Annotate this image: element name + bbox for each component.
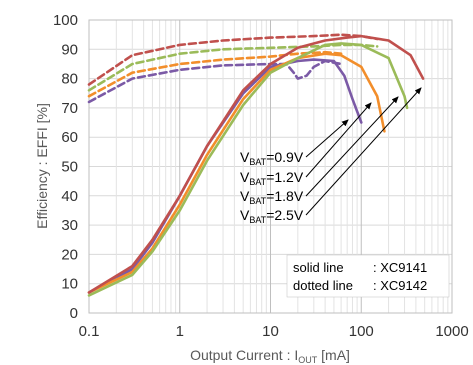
x-axis-title: Output Current : IOUT [mA] [190, 347, 350, 365]
arrow-v25 [305, 87, 422, 216]
y-tick-label: 100 [53, 12, 78, 29]
arrow-v12 [305, 102, 372, 178]
x-tick-label: 100 [349, 323, 374, 340]
series-line-v25-solid [87, 34, 425, 294]
tick-labels: 0 10 20 30 40 50 60 70 80 90 100 0.1 1 10 100 1000 [53, 12, 469, 340]
x-axis-title-sub: OUT [298, 355, 318, 365]
x-axis-title-unit: [mA] [317, 347, 350, 363]
arrow-v18 [305, 96, 399, 197]
y-tick-label: 40 [61, 188, 78, 205]
note-box [286, 254, 450, 298]
y-tick-label: 80 [61, 71, 78, 88]
x-tick-label: 1000 [435, 323, 468, 340]
y-tick-label: 90 [61, 41, 78, 58]
note-solid-value: : XC9141 [373, 260, 427, 275]
series-label-v18: VBAT=1.8V [240, 188, 304, 206]
y-axis-title: Efficiency : EFFI [%] [34, 103, 50, 229]
y-tick-label: 60 [61, 129, 78, 146]
x-tick-label: 0.1 [79, 323, 100, 340]
y-tick-label: 10 [61, 276, 78, 293]
series-label-list: VBAT=0.9V VBAT=1.2V VBAT=1.8V VBAT=2.5V [240, 149, 304, 225]
y-tick-label: 30 [61, 217, 78, 234]
note-dotted-value: : XC9142 [373, 278, 427, 293]
series-line-v09-dashed [87, 59, 343, 104]
y-tick-label: 20 [61, 246, 78, 263]
y-tick-label: 0 [70, 305, 78, 322]
series-lines [87, 33, 425, 297]
series-label-v12: VBAT=1.2V [240, 169, 304, 187]
series-label-v09: VBAT=0.9V [240, 149, 304, 167]
label-arrows [305, 87, 422, 216]
series-label-v25: VBAT=2.5V [240, 207, 304, 225]
series-line-v09-solid [87, 58, 363, 294]
note-solid-label: solid line [293, 260, 344, 275]
arrow-v09 [305, 119, 349, 158]
x-tick-label: 1 [176, 323, 184, 340]
plot-frame [88, 19, 453, 314]
x-axis-title-main: Output Current : I [190, 347, 298, 363]
y-tick-label: 50 [61, 159, 78, 176]
x-tick-label: 10 [262, 323, 279, 340]
series-line-v18-solid [87, 42, 409, 297]
series-line-v12-solid [87, 52, 386, 294]
line-style-note: solid line : XC9141 dotted line : XC9142 [286, 254, 450, 298]
note-dotted-label: dotted line [293, 278, 353, 293]
series-line-v12-dashed [87, 50, 343, 98]
y-tick-label: 70 [61, 100, 78, 117]
